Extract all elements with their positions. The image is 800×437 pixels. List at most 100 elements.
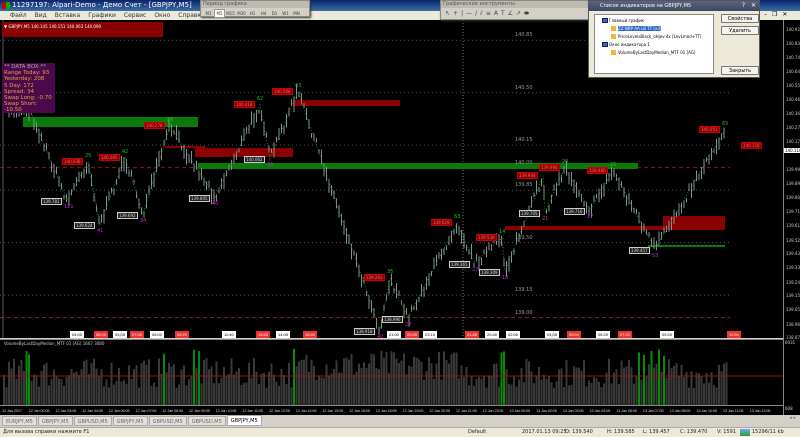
period-button-m1[interactable]: M1 [205, 11, 212, 16]
data-box: ** DATA BOX ** Range Today: 93 Yesterday: … [2, 63, 55, 113]
chart-tab[interactable]: EURJPY,M5 [2, 416, 37, 426]
menu-bar: Файл Вид Вставка Графики Сервис Окно Справка [0, 11, 800, 20]
period-button-h1[interactable]: H1 [249, 11, 256, 16]
data-box-line: Yesterday: 208 [4, 76, 45, 83]
fibo-icon[interactable]: ≡ [485, 10, 491, 17]
volume-bar [285, 384, 288, 406]
chart-tab[interactable]: GBPJPY,M5 [112, 416, 148, 426]
volume-bar [123, 379, 125, 406]
vertical-line-icon[interactable]: | [461, 10, 464, 17]
volume-bar [463, 377, 465, 406]
tree-item[interactable]: PriceLevelsBlack_oHjev 4x [LevLmod+TT] [618, 34, 702, 39]
period-button-mn[interactable]: MN [293, 11, 300, 16]
volume-bar [708, 382, 710, 406]
volume-bar [180, 369, 183, 406]
tree-item[interactable]: ZZ NRP AA LB TT [x3] [618, 26, 662, 31]
text-icon[interactable]: A [493, 10, 498, 17]
chart-tab[interactable]: GBPUSD,M5 [148, 416, 187, 426]
volume-bar [653, 367, 655, 406]
volume-bar [118, 368, 120, 406]
chart-tab[interactable]: GBPJPY,M5 [37, 416, 73, 426]
close-button[interactable]: Закрыть [721, 66, 759, 75]
time-tick: 13 Jan 00:05 [509, 408, 531, 413]
chart-tab[interactable]: GBPUSD,M5 [187, 416, 226, 426]
time-axis[interactable]: 12 Jan 2017 12 Jan 02:05 12 Jan 03:05 12 Ja… [0, 405, 783, 415]
volume-bar [340, 372, 343, 406]
volume-bar [635, 376, 638, 406]
menu-item[interactable]: Вид [34, 12, 47, 19]
period-button-w1[interactable]: W1 [282, 11, 289, 16]
period-button-h4[interactable]: H4 [260, 11, 267, 16]
menu-item[interactable]: Вставка [54, 12, 81, 19]
close-window-icon[interactable]: ✕ [782, 11, 788, 18]
volume-bar [480, 378, 483, 406]
ellipse-icon[interactable]: ⬬ [524, 10, 530, 17]
chart-tab[interactable]: GBPJPY,M5 [226, 415, 262, 426]
session-marker: 15:40 [303, 331, 318, 338]
session-marker: 02:00 [506, 331, 521, 338]
volume-bar [663, 355, 665, 406]
minimize-icon[interactable]: – [764, 11, 767, 18]
volume-bar [253, 358, 255, 406]
volume-bar [338, 372, 340, 406]
swing-price-label: 139.309 [479, 269, 500, 277]
volume-bar [200, 383, 203, 406]
menu-item[interactable]: Графики [88, 12, 116, 19]
volume-bar [400, 360, 403, 406]
period-button-d1[interactable]: D1 [271, 11, 278, 16]
price-tick: 140.830 [786, 41, 800, 47]
level-label: 140.15 [515, 137, 533, 144]
arrow-icon[interactable]: ↗ [516, 10, 522, 17]
menu-item[interactable]: Справка [178, 12, 205, 19]
volume-bar [343, 358, 345, 406]
time-tick: 12 Jan 23:05 [482, 408, 504, 413]
restore-icon[interactable]: ❐ [772, 11, 778, 18]
menu-item[interactable]: Файл [10, 12, 27, 19]
volume-bar [545, 378, 548, 406]
label-icon[interactable]: T [500, 10, 505, 17]
price-axis[interactable]: 140.925 140.830 140.740 140.645 140.550 140.4… [783, 20, 800, 415]
tree-item[interactable]: VolumeByLastDayMedian_MTF 01 [AG] [618, 50, 696, 55]
volume-bar [398, 362, 400, 406]
tab-scroll-icon[interactable]: ◂ ▸ [789, 415, 796, 421]
volume-bar [660, 371, 663, 406]
volume-bar [575, 367, 578, 406]
delete-button[interactable]: Удалить [721, 26, 759, 35]
help-icon[interactable]: ? [741, 2, 745, 9]
zigzag-line [29, 90, 726, 332]
channel-icon[interactable]: ⫽ [480, 10, 483, 17]
close-icon[interactable]: ✕ [750, 2, 756, 9]
tree-group[interactable]: Главный график [609, 18, 644, 23]
menu-item[interactable]: Сервис [123, 12, 147, 19]
gann-icon[interactable]: ∠ [507, 10, 514, 17]
time-tick: 12 Jan 14:05 [295, 408, 317, 413]
period-button-m30[interactable]: M30 [237, 11, 246, 16]
cursor-icon[interactable]: ↖ [445, 10, 451, 17]
volume-bar [718, 364, 720, 406]
chart-tabs: EURJPY,M5 GBPJPY,M5 GBPUSD,M5 GBPJPY,M5 GBPU… [0, 415, 800, 427]
properties-button[interactable]: Свойства [721, 14, 759, 23]
volume-bar [413, 356, 415, 406]
chart-tab[interactable]: GBPUSD,M5 [73, 416, 112, 426]
level-label: 139.85 [515, 182, 533, 189]
volume-bar [35, 375, 38, 406]
volume-bar [18, 365, 20, 406]
trendline-icon[interactable]: / [475, 10, 478, 17]
crosshair-icon[interactable]: + [453, 10, 459, 17]
menu-item[interactable]: Окно [154, 12, 171, 19]
tree-group[interactable]: Окно индикатора 1 [609, 42, 650, 47]
dialog-title: Список индикаторов на GBPJPY,M5 [589, 1, 759, 11]
volume-bar [528, 361, 530, 406]
period-button-m5[interactable]: M5 [214, 9, 225, 18]
period-button-m15[interactable]: M15 [226, 11, 235, 16]
volume-bar [63, 385, 65, 406]
volume-bar [328, 376, 330, 406]
indicator-pane[interactable]: VolumeByLastDayMedian_MTF 01 [AG] 1667 3… [0, 339, 783, 406]
session-marker: 07:00 [130, 331, 145, 338]
price-tick: 140.175 [786, 139, 800, 145]
horizontal-line-icon[interactable]: — [466, 10, 473, 17]
indicator-tree[interactable]: Главный график ZZ NRP AA LB TT [x3] PriceL… [594, 14, 714, 74]
volume-bar [503, 351, 505, 406]
volume-bar [458, 378, 460, 406]
session-marker: 11:40 [222, 331, 236, 338]
